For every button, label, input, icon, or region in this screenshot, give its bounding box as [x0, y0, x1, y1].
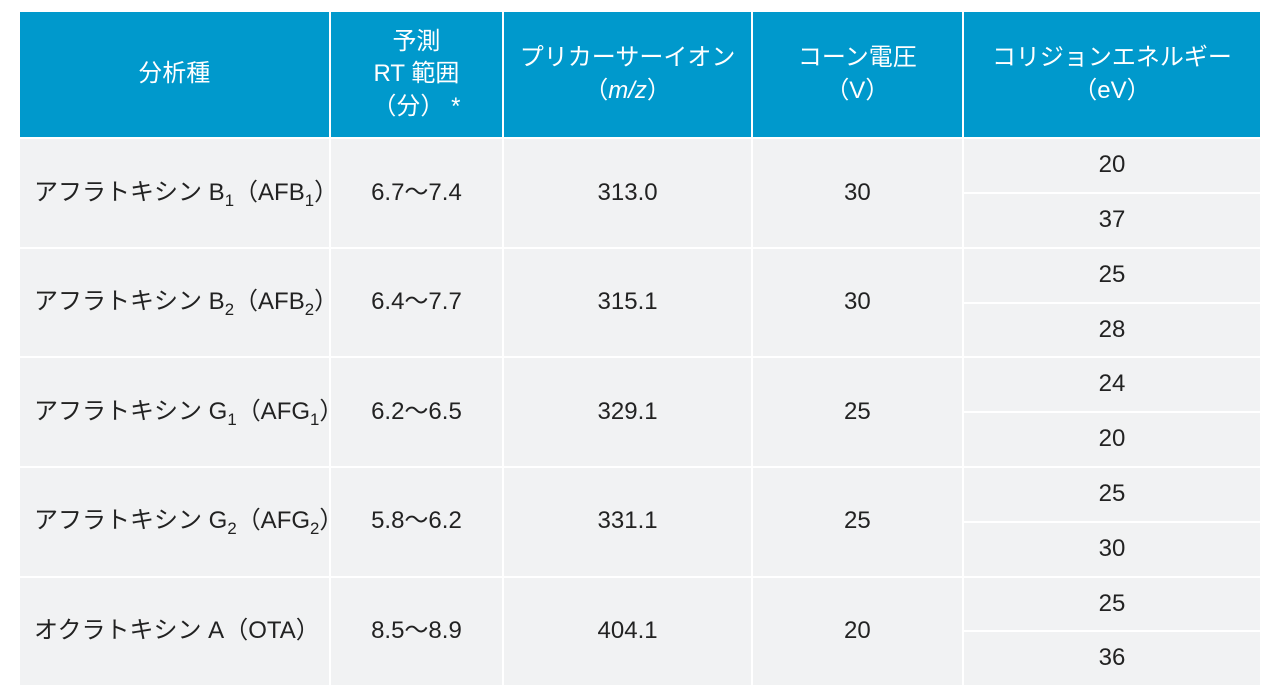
cell-cone: 20 [752, 577, 963, 687]
analysis-parameters-table: 分析種 予測RT 範囲（分） * プリカーサーイオン（m/z） コーン電圧（V）… [18, 10, 1262, 687]
cell-collision: 20 [963, 412, 1261, 467]
cell-rt: 6.7～7.4 [330, 138, 504, 248]
cell-precursor: 404.1 [503, 577, 751, 687]
cell-collision: 25 [963, 577, 1261, 632]
table-row: アフラトキシン G1（AFG1）6.2～6.5329.12524 [19, 357, 1261, 412]
cell-collision: 30 [963, 522, 1261, 577]
cell-cone: 25 [752, 467, 963, 577]
table-row: アフラトキシン B2（AFB2）6.4～7.7315.13025 [19, 248, 1261, 303]
table-row: アフラトキシン G2（AFG2）5.8～6.2331.12525 [19, 467, 1261, 522]
cell-precursor: 329.1 [503, 357, 751, 467]
cell-collision: 24 [963, 357, 1261, 412]
col-analyte: 分析種 [19, 11, 330, 138]
col-precursor: プリカーサーイオン（m/z） [503, 11, 751, 138]
cell-collision: 25 [963, 248, 1261, 303]
cell-cone: 30 [752, 248, 963, 358]
table-row: オクラトキシン A（OTA）8.5～8.9404.12025 [19, 577, 1261, 632]
col-collision: コリジョンエネルギー（eV） [963, 11, 1261, 138]
cell-rt: 6.2～6.5 [330, 357, 504, 467]
cell-analyte: アフラトキシン B1（AFB1） [19, 138, 330, 248]
cell-rt: 8.5～8.9 [330, 577, 504, 687]
cell-cone: 25 [752, 357, 963, 467]
cell-analyte: アフラトキシン G2（AFG2） [19, 467, 330, 577]
cell-precursor: 313.0 [503, 138, 751, 248]
cell-analyte: オクラトキシン A（OTA） [19, 577, 330, 687]
cell-precursor: 315.1 [503, 248, 751, 358]
cell-collision: 20 [963, 138, 1261, 193]
cell-analyte: アフラトキシン G1（AFG1） [19, 357, 330, 467]
cell-collision: 36 [963, 631, 1261, 686]
cell-collision: 25 [963, 467, 1261, 522]
cell-collision: 28 [963, 303, 1261, 358]
table-row: アフラトキシン B1（AFB1）6.7～7.4313.03020 [19, 138, 1261, 193]
cell-precursor: 331.1 [503, 467, 751, 577]
cell-rt: 6.4～7.7 [330, 248, 504, 358]
col-cone: コーン電圧（V） [752, 11, 963, 138]
cell-cone: 30 [752, 138, 963, 248]
table-header-row: 分析種 予測RT 範囲（分） * プリカーサーイオン（m/z） コーン電圧（V）… [19, 11, 1261, 138]
cell-collision: 37 [963, 193, 1261, 248]
col-rt: 予測RT 範囲（分） * [330, 11, 504, 138]
cell-analyte: アフラトキシン B2（AFB2） [19, 248, 330, 358]
cell-rt: 5.8～6.2 [330, 467, 504, 577]
